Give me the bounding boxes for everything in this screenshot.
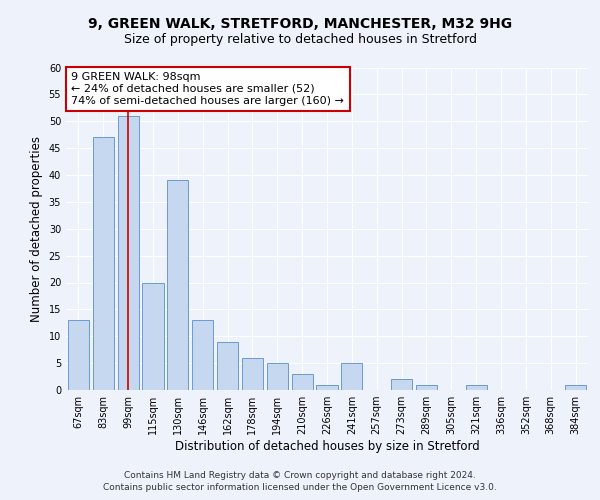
Bar bbox=[466, 384, 487, 390]
Bar bbox=[192, 320, 213, 390]
Bar bbox=[93, 138, 114, 390]
Text: 9, GREEN WALK, STRETFORD, MANCHESTER, M32 9HG: 9, GREEN WALK, STRETFORD, MANCHESTER, M3… bbox=[88, 18, 512, 32]
Bar bbox=[292, 374, 313, 390]
Bar bbox=[391, 380, 412, 390]
Bar bbox=[142, 282, 164, 390]
Bar bbox=[217, 342, 238, 390]
Bar bbox=[167, 180, 188, 390]
Text: Size of property relative to detached houses in Stretford: Size of property relative to detached ho… bbox=[124, 32, 476, 46]
Bar bbox=[242, 358, 263, 390]
Bar bbox=[118, 116, 139, 390]
Y-axis label: Number of detached properties: Number of detached properties bbox=[30, 136, 43, 322]
Bar bbox=[316, 384, 338, 390]
X-axis label: Distribution of detached houses by size in Stretford: Distribution of detached houses by size … bbox=[175, 440, 479, 453]
Bar bbox=[68, 320, 89, 390]
Bar bbox=[341, 363, 362, 390]
Text: 9 GREEN WALK: 98sqm
← 24% of detached houses are smaller (52)
74% of semi-detach: 9 GREEN WALK: 98sqm ← 24% of detached ho… bbox=[71, 72, 344, 106]
Text: Contains HM Land Registry data © Crown copyright and database right 2024.
Contai: Contains HM Land Registry data © Crown c… bbox=[103, 471, 497, 492]
Bar bbox=[565, 384, 586, 390]
Bar bbox=[267, 363, 288, 390]
Bar bbox=[416, 384, 437, 390]
